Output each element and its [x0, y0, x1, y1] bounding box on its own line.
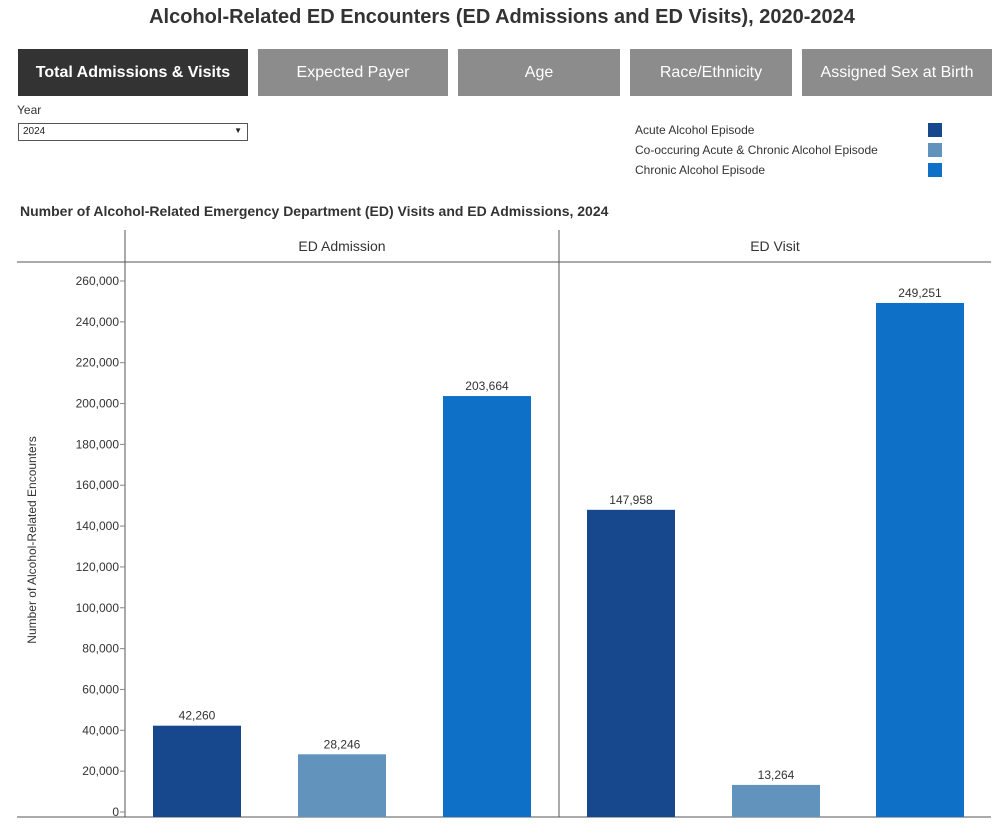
y-tick-label: 60,000	[82, 682, 119, 696]
bar-data-label: 249,251	[898, 286, 942, 300]
y-tick-label: 20,000	[82, 764, 119, 778]
bar-data-label: 13,264	[758, 768, 795, 782]
tab-age[interactable]: Age	[458, 49, 620, 96]
y-tick-label: 180,000	[76, 437, 120, 451]
legend-label-chronic: Chronic Alcohol Episode	[635, 163, 766, 177]
y-tick-label: 260,000	[76, 274, 120, 288]
y-tick-label: 120,000	[76, 560, 120, 574]
y-tick-label: 200,000	[76, 397, 120, 411]
bar-data-label: 203,664	[465, 379, 509, 393]
year-select[interactable]: 2024 ▼	[18, 123, 248, 141]
y-tick-label: 40,000	[82, 723, 119, 737]
y-axis-label: Number of Alcohol-Related Encounters	[25, 436, 39, 643]
panel-header-label: ED Admission	[298, 238, 385, 254]
legend-swatch-acute	[928, 123, 942, 137]
page-title: Alcohol-Related ED Encounters (ED Admiss…	[149, 6, 855, 28]
tab-assigned-sex-at-birth[interactable]: Assigned Sex at Birth	[802, 49, 992, 96]
bar-data-label: 28,246	[324, 737, 361, 751]
y-tick-label: 80,000	[82, 642, 119, 656]
bar	[587, 509, 675, 817]
bar	[298, 754, 386, 817]
legend-label-acute: Acute Alcohol Episode	[635, 123, 755, 137]
y-tick-label: 220,000	[76, 356, 120, 370]
tab-bar: Total Admissions & Visits Expected Payer…	[0, 49, 1004, 96]
bar	[443, 396, 531, 817]
y-tick-label: 240,000	[76, 315, 120, 329]
y-tick-label: 100,000	[76, 601, 120, 615]
tab-expected-payer[interactable]: Expected Payer	[258, 49, 448, 96]
year-filter-label: Year	[17, 103, 42, 117]
tab-race-ethnicity[interactable]: Race/Ethnicity	[630, 49, 792, 96]
panel-header-label: ED Visit	[750, 238, 800, 254]
bar-data-label: 147,958	[609, 493, 653, 507]
bar	[876, 302, 964, 817]
y-tick-label: 160,000	[76, 478, 120, 492]
legend-label-co-occuring: Co-occuring Acute & Chronic Alcohol Epis…	[635, 143, 878, 157]
y-tick-label: 140,000	[76, 519, 120, 533]
bar	[732, 784, 820, 817]
bar-data-label: 42,260	[179, 709, 216, 723]
tab-total-admissions-visits[interactable]: Total Admissions & Visits	[18, 49, 248, 96]
bar	[153, 725, 241, 817]
y-tick-label: 0	[112, 805, 119, 819]
chevron-down-icon: ▼	[234, 126, 242, 135]
chart-title: Number of Alcohol-Related Emergency Depa…	[20, 203, 609, 219]
legend-swatch-chronic	[928, 163, 942, 177]
legend-swatch-co-occuring	[928, 143, 942, 157]
year-select-value: 2024	[23, 126, 46, 137]
